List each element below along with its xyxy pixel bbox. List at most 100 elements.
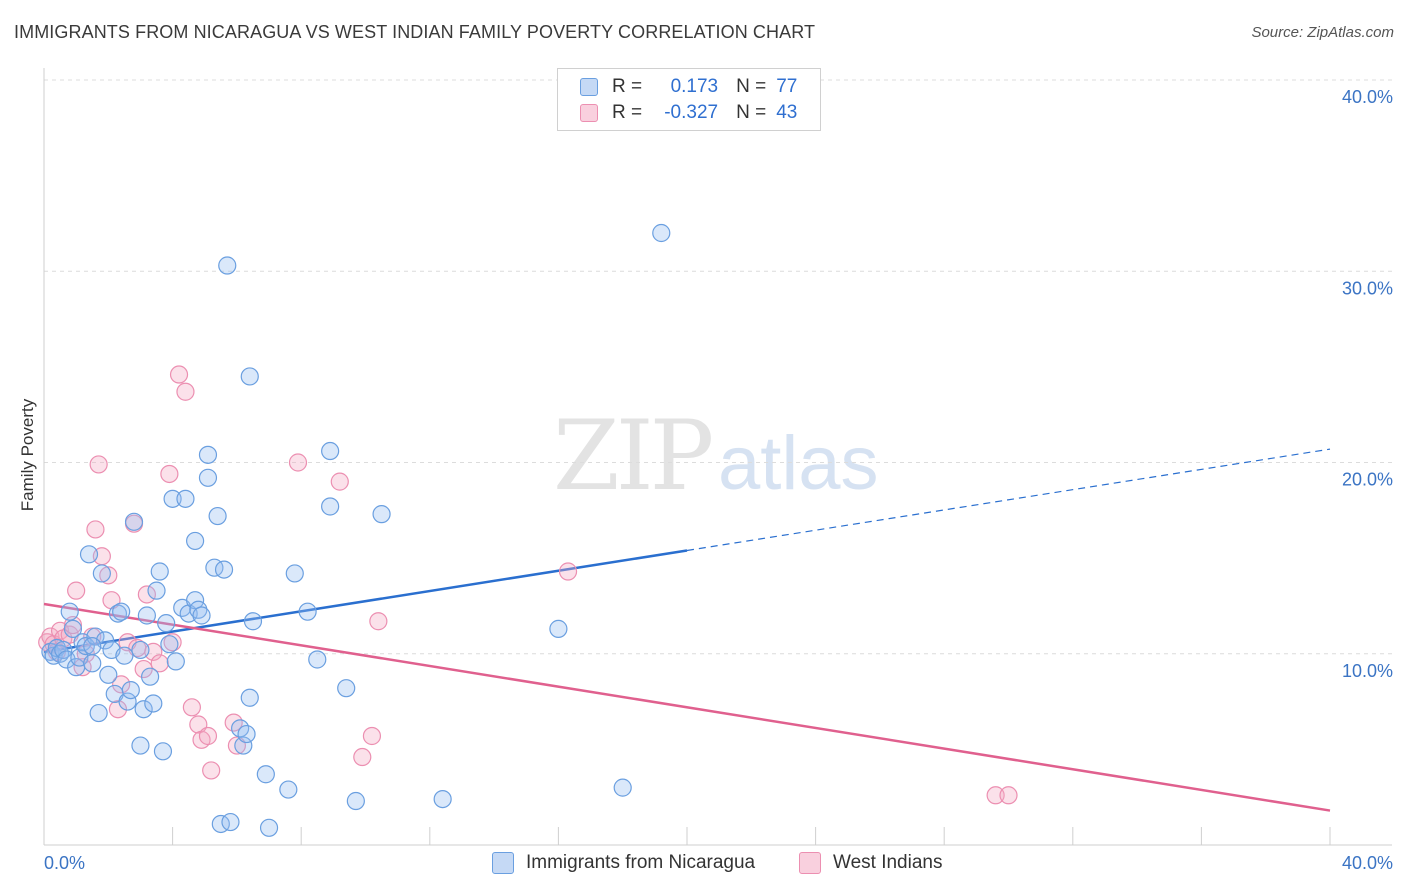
point-nicaragua: [613, 778, 632, 797]
x-tick-label: 0.0%: [44, 853, 85, 873]
point-nicaragua: [131, 640, 150, 660]
legend-swatch-blue: [580, 78, 598, 96]
point-nicaragua: [285, 564, 304, 583]
point-nicaragua: [160, 635, 179, 654]
trend-lines: [43, 448, 1331, 812]
point-nicaragua: [218, 256, 237, 275]
point-west-indians: [330, 472, 349, 491]
legend-r-label: R =: [612, 102, 643, 123]
legend-r-label: R =: [612, 76, 643, 97]
point-nicaragua: [337, 679, 356, 698]
y-tick-label: 10.0%: [1342, 661, 1393, 681]
point-west-indians: [160, 464, 179, 484]
legend-item-nicaragua: Immigrants from Nicaragua: [492, 852, 755, 874]
point-nicaragua: [92, 564, 111, 583]
point-west-indians: [169, 365, 189, 384]
point-nicaragua: [237, 724, 256, 744]
legend-item-west-indians: West Indians: [799, 852, 942, 874]
point-west-indians: [362, 726, 382, 746]
point-nicaragua: [140, 667, 160, 686]
point-nicaragua: [652, 223, 671, 243]
point-nicaragua: [54, 640, 73, 660]
point-west-indians: [369, 612, 388, 631]
trend-line-west-indians: [43, 602, 1331, 812]
point-nicaragua: [121, 680, 140, 700]
point-nicaragua: [60, 602, 79, 621]
trend-line-nicaragua-extension: [686, 448, 1331, 552]
point-nicaragua: [240, 367, 259, 386]
point-west-indians: [202, 761, 221, 780]
point-nicaragua: [79, 545, 99, 564]
point-west-indians: [182, 698, 201, 717]
legend-n-label: N =: [736, 102, 767, 123]
legend-label-nicaragua: Immigrants from Nicaragua: [526, 852, 756, 873]
point-west-indians: [558, 562, 578, 581]
legend-r-value-west-indians: -0.327: [664, 102, 719, 123]
point-nicaragua: [108, 604, 128, 623]
point-west-indians: [108, 700, 128, 719]
point-nicaragua: [115, 646, 134, 665]
point-west-indians: [176, 382, 195, 401]
point-nicaragua: [433, 789, 452, 809]
tick-labels: 10.0% 20.0% 30.0% 40.0% 0.0% 40.0%: [44, 87, 1393, 873]
point-nicaragua: [63, 619, 83, 638]
point-nicaragua: [279, 780, 298, 799]
point-nicaragua: [137, 606, 156, 625]
point-west-indians: [73, 658, 92, 677]
point-west-indians: [999, 786, 1018, 805]
watermark-atlas: atlas: [718, 421, 879, 506]
legend-row-west-indians: R = -0.327 N = 43: [580, 101, 797, 125]
y-tick-label: 20.0%: [1342, 470, 1393, 490]
legend-label-west-indians: West Indians: [833, 852, 943, 873]
point-west-indians: [86, 520, 105, 539]
point-nicaragua: [214, 560, 234, 579]
point-nicaragua: [346, 791, 365, 811]
point-west-indians: [63, 615, 83, 635]
point-nicaragua: [112, 602, 131, 621]
legend-swatch-west-indians: [799, 852, 821, 874]
point-nicaragua: [308, 650, 327, 669]
point-nicaragua: [298, 602, 317, 621]
point-west-indians: [288, 453, 308, 472]
point-west-indians: [986, 786, 1005, 805]
point-nicaragua: [189, 600, 208, 619]
point-nicaragua: [99, 665, 118, 684]
point-nicaragua: [243, 612, 263, 631]
y-tick-label: 40.0%: [1342, 87, 1393, 107]
grid-lines: [44, 79, 1392, 655]
watermark-zip: ZIP: [553, 400, 714, 512]
x-tick-label: 40.0%: [1342, 853, 1393, 873]
point-nicaragua: [163, 489, 182, 508]
point-nicaragua: [83, 636, 102, 656]
legend-n-value-nicaragua: 77: [776, 76, 798, 97]
point-nicaragua: [186, 531, 205, 551]
point-nicaragua: [144, 694, 163, 713]
point-nicaragua: [240, 688, 259, 707]
point-nicaragua: [192, 606, 211, 625]
point-nicaragua: [176, 489, 195, 508]
point-nicaragua: [321, 497, 340, 516]
point-nicaragua: [166, 652, 185, 671]
axes: [43, 68, 1392, 846]
point-west-indians: [163, 633, 182, 652]
point-nicaragua: [76, 636, 95, 656]
legend-row-nicaragua: R = 0.173 N = 77: [580, 75, 797, 99]
stats-legend: R = 0.173 N = 77 R = -0.327 N = 43: [557, 68, 821, 131]
point-west-indians: [99, 566, 118, 585]
point-nicaragua: [186, 591, 205, 610]
point-west-indians: [198, 726, 218, 746]
source-label: Source: ZipAtlas.com: [1251, 24, 1394, 41]
point-nicaragua: [321, 441, 340, 461]
point-west-indians: [150, 654, 169, 673]
point-west-indians: [89, 455, 108, 474]
data-points: [38, 223, 1018, 837]
point-nicaragua: [198, 445, 218, 464]
point-nicaragua: [124, 512, 144, 531]
point-nicaragua: [131, 736, 150, 755]
point-nicaragua: [256, 765, 275, 784]
legend-swatch-nicaragua: [492, 852, 514, 874]
legend-n-value-west-indians: 43: [776, 102, 798, 123]
chart-title: IMMIGRANTS FROM NICARAGUA VS WEST INDIAN…: [14, 22, 816, 42]
point-nicaragua: [372, 505, 391, 524]
